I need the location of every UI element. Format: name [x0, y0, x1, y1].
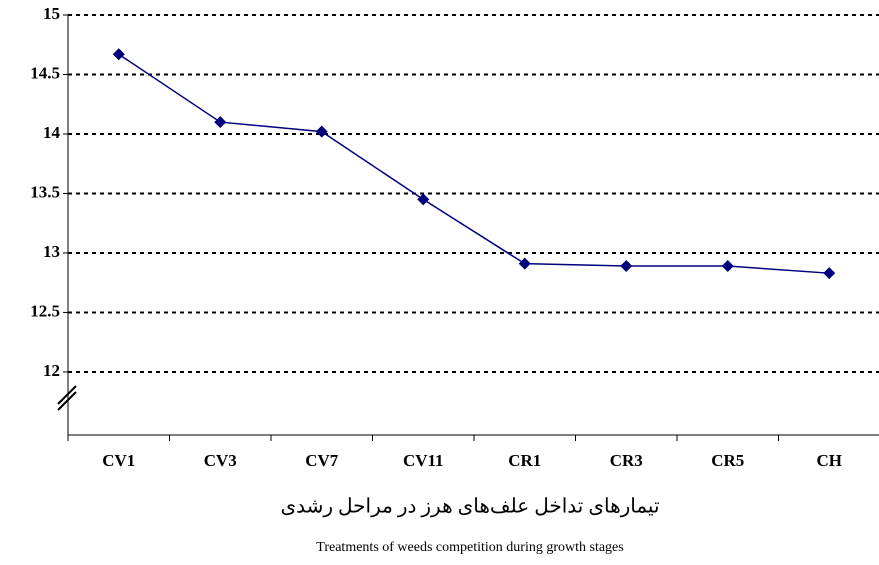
x-tick-label: CV1	[102, 451, 135, 470]
axis-break	[57, 391, 77, 411]
point	[315, 125, 328, 138]
x-tick-label: CR3	[610, 451, 643, 470]
x-tick-label: CV3	[204, 451, 237, 470]
y-tick-label: 14.5	[30, 63, 60, 82]
x-tick-label: CH	[817, 451, 843, 470]
y-tick-label: 12	[43, 361, 60, 380]
x-tick-label: CR1	[508, 451, 541, 470]
y-tick-label: 15	[43, 4, 60, 23]
y-tick-label: 13	[43, 242, 60, 261]
y-tick-label: 14	[43, 123, 61, 142]
y-tick-label: 12.5	[30, 301, 60, 320]
axis-break	[57, 385, 77, 405]
x-tick-label: CV11	[403, 451, 444, 470]
point	[417, 193, 430, 206]
point	[823, 267, 836, 280]
x-tick-label: CV7	[305, 451, 339, 470]
x-axis-title: تیمارهای تداخل علف‌های هرز در مراحل رشدی	[280, 496, 659, 518]
x-tick-label: CR5	[711, 451, 744, 470]
y-tick-label: 13.5	[30, 182, 60, 201]
point	[620, 260, 633, 273]
line	[118, 53, 830, 274]
point	[214, 116, 227, 129]
x-axis-subtitle: Treatments of weeds competition during g…	[316, 540, 623, 555]
point	[518, 257, 531, 270]
point	[112, 48, 125, 61]
point	[721, 260, 734, 273]
